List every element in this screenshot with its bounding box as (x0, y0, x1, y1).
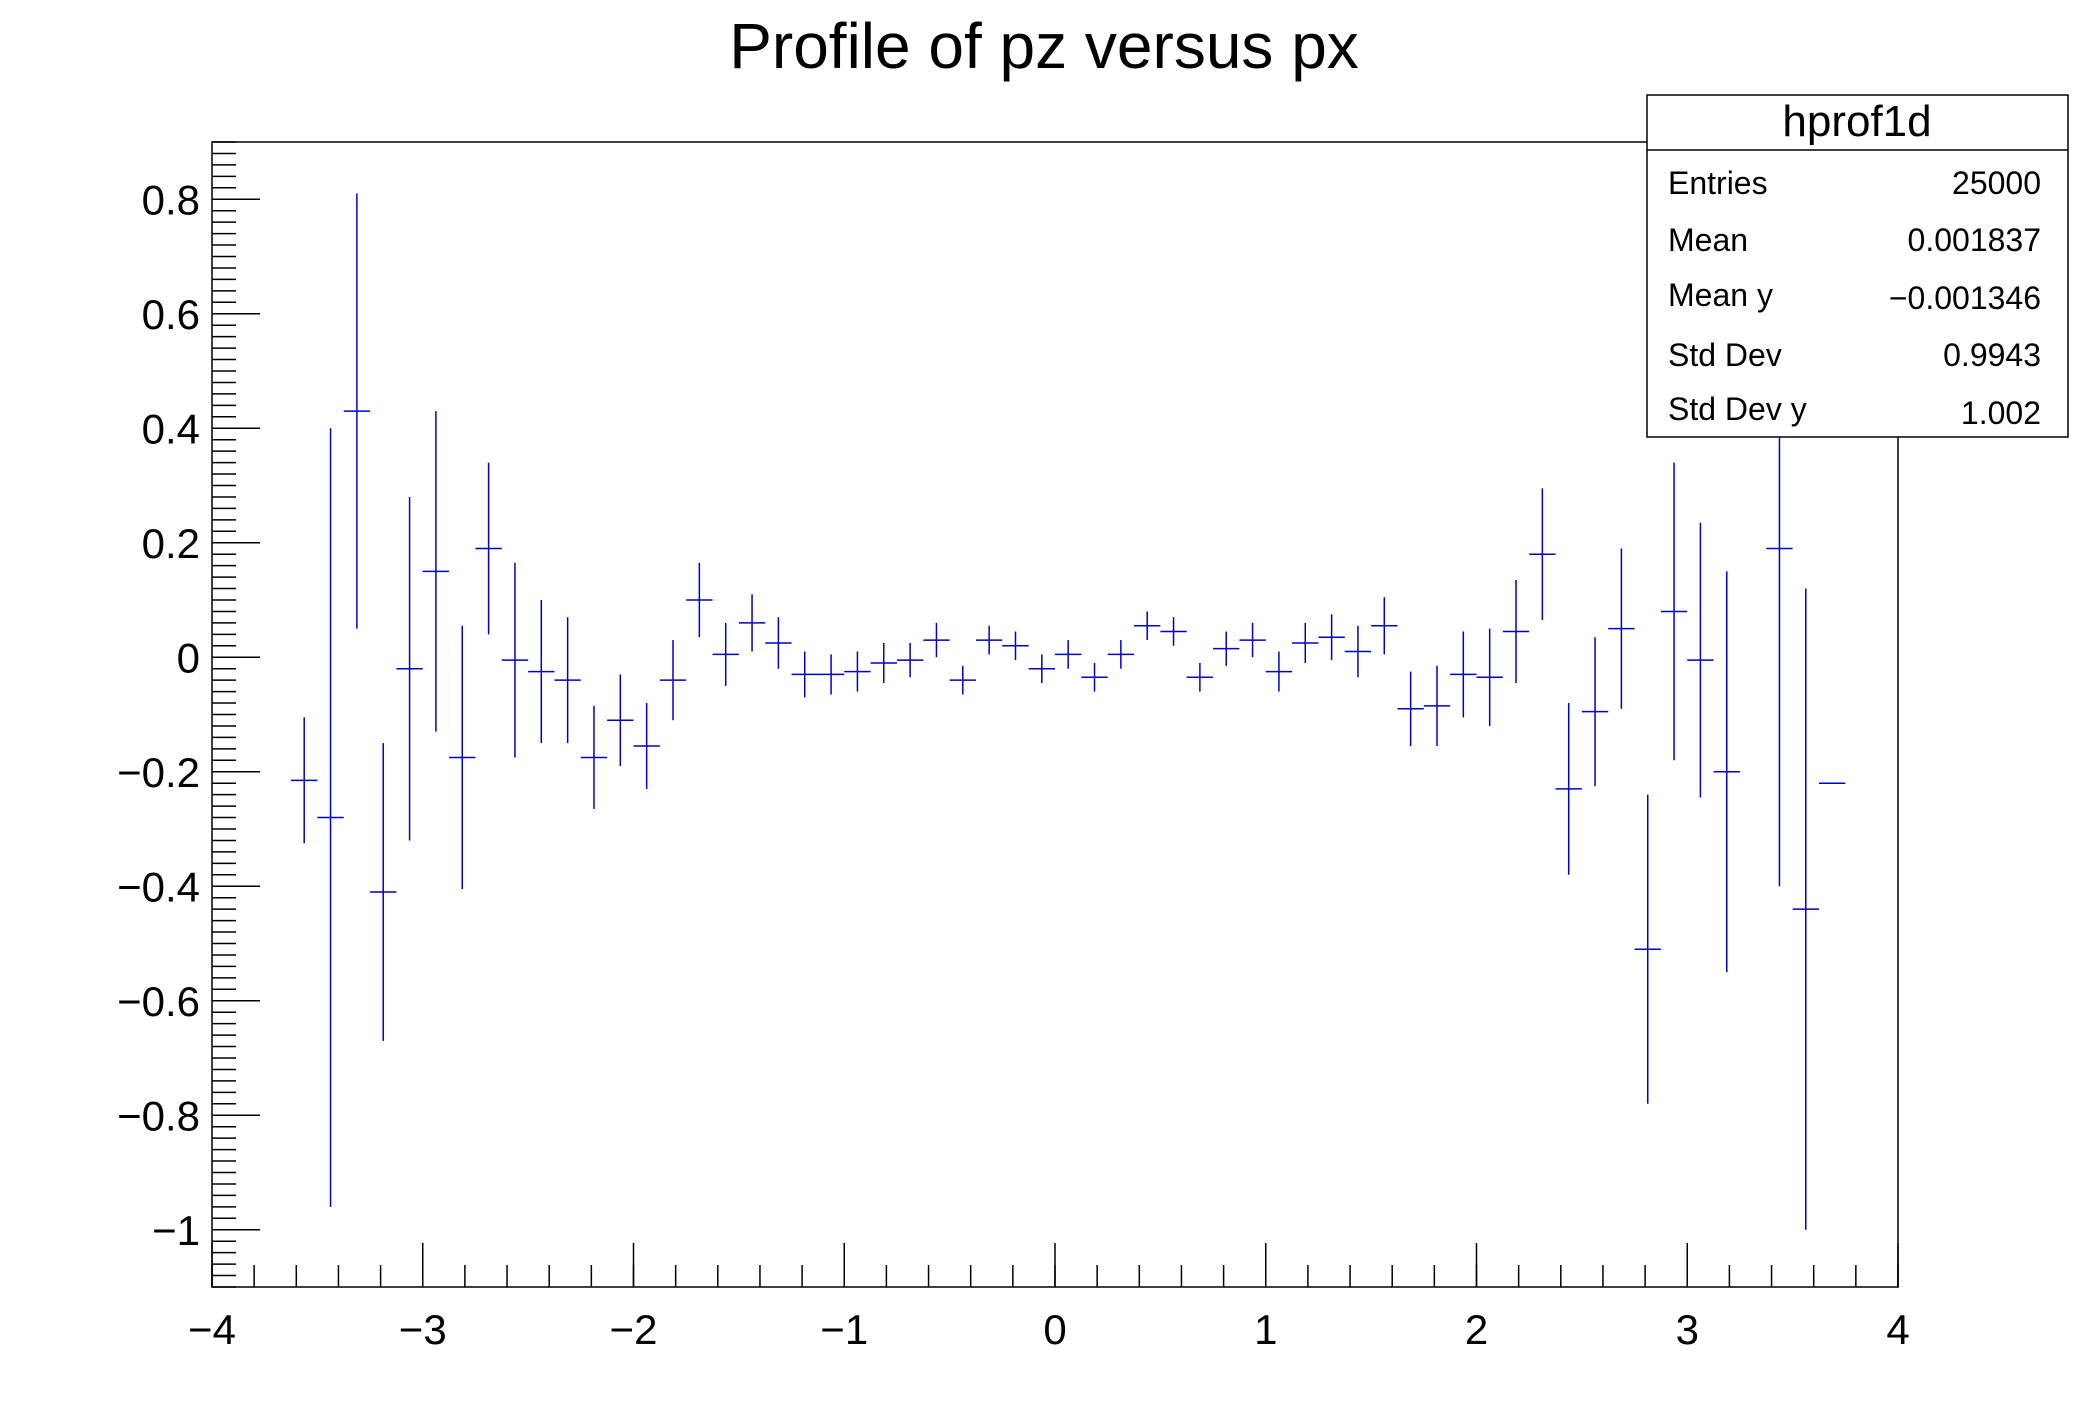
x-tick-label: −2 (610, 1306, 658, 1353)
data-point (1028, 654, 1055, 684)
stats-box-frame (1646, 94, 2069, 438)
stats-box-title: hprof1d (1782, 97, 1931, 146)
data-point (1081, 662, 1108, 692)
data-point (1792, 588, 1819, 1230)
data-point (712, 622, 739, 686)
data-point (396, 496, 423, 841)
data-point (870, 642, 897, 684)
data-point (449, 625, 476, 890)
stats-label-std-dev-y: Std Dev y (1668, 391, 1807, 427)
y-tick-label: −0.4 (117, 863, 200, 910)
data-point (1529, 488, 1556, 621)
data-point (501, 562, 529, 758)
stats-value-std-dev: 0.9943 (1943, 337, 2041, 373)
stats-box: hprof1d Entries 25000 Mean 0.001837 Mean… (1646, 94, 2069, 438)
stats-label-mean-y: Mean y (1668, 277, 1773, 313)
data-point (1002, 631, 1029, 661)
data-point (1344, 625, 1372, 678)
data-point (528, 600, 555, 744)
chart-title: Profile of pz versus px (729, 10, 1359, 82)
data-point (291, 717, 318, 844)
data-point (1502, 579, 1530, 684)
data-point (317, 428, 344, 1207)
data-point (738, 594, 766, 652)
data-point (1186, 662, 1214, 692)
x-tick-label: −1 (820, 1306, 868, 1353)
x-axis: −4 −3 −2 −1 0 1 2 3 4 (188, 1243, 1910, 1353)
data-point (554, 617, 581, 744)
y-tick-label: −0.2 (117, 749, 200, 796)
data-point (1239, 622, 1266, 658)
data-point (1555, 703, 1582, 875)
x-tick-label: −3 (399, 1306, 447, 1353)
data-point (1397, 671, 1424, 746)
data-point (1634, 794, 1661, 1104)
y-tick-label: −1 (152, 1207, 200, 1254)
stats-label-entries: Entries (1668, 165, 1768, 201)
x-tick-label: 2 (1465, 1306, 1488, 1353)
data-point (1055, 640, 1082, 669)
data-point (1292, 622, 1319, 663)
x-tick-label: −4 (188, 1306, 236, 1353)
data-point (1265, 651, 1293, 692)
data-point (1476, 628, 1503, 726)
data-point (896, 642, 924, 678)
data-point (422, 411, 450, 732)
data-point (817, 654, 845, 695)
data-point (1318, 614, 1345, 661)
data-point (343, 193, 371, 629)
data-point (1450, 631, 1477, 718)
y-tick-label: 0.2 (142, 520, 200, 567)
data-point (765, 617, 792, 669)
stats-value-std-dev-y: 1.002 (1961, 395, 2041, 431)
data-point (1581, 637, 1609, 787)
stats-value-mean: 0.001837 (1908, 222, 2041, 258)
data-point (1160, 617, 1187, 646)
data-point (1134, 611, 1161, 641)
data-point (923, 622, 950, 658)
stats-value-mean-y: −0.001346 (1889, 280, 2041, 316)
data-point (1371, 597, 1398, 655)
data-point (580, 705, 608, 809)
x-tick-label: 3 (1676, 1306, 1699, 1353)
y-tick-label: 0 (177, 634, 200, 681)
data-point (1107, 640, 1135, 669)
stats-label-mean: Mean (1668, 222, 1748, 258)
data-point (1687, 522, 1714, 798)
data-point (659, 640, 687, 721)
data-point (975, 625, 1003, 655)
y-axis: −1 −0.8 −0.6 −0.4 −0.2 0 0.2 0.4 0.6 0.8 (117, 141, 260, 1288)
data-point (686, 562, 713, 638)
y-tick-label: 0.6 (142, 291, 200, 338)
x-tick-label: 1 (1254, 1306, 1277, 1353)
y-tick-label: 0.4 (142, 405, 200, 452)
data-point (370, 743, 397, 1041)
y-tick-label: 0.8 (142, 176, 200, 223)
data-point (633, 703, 660, 789)
data-point (949, 665, 976, 695)
data-point (607, 674, 634, 767)
data-point (791, 651, 818, 698)
data-point (1713, 571, 1740, 973)
x-tick-label: 0 (1043, 1306, 1066, 1353)
y-tick-label: −0.6 (117, 978, 200, 1025)
data-point (1660, 462, 1688, 761)
data-point (1608, 548, 1635, 709)
data-point (844, 651, 871, 692)
x-tick-label: 4 (1886, 1306, 1909, 1353)
plot-frame (211, 141, 1899, 1288)
stats-value-entries: 25000 (1952, 165, 2041, 201)
data-point (1213, 631, 1240, 666)
data-point (1423, 665, 1451, 746)
data-points (291, 193, 1846, 1230)
stats-label-std-dev: Std Dev (1668, 337, 1782, 373)
y-tick-label: −0.8 (117, 1092, 200, 1139)
data-point (475, 462, 502, 635)
